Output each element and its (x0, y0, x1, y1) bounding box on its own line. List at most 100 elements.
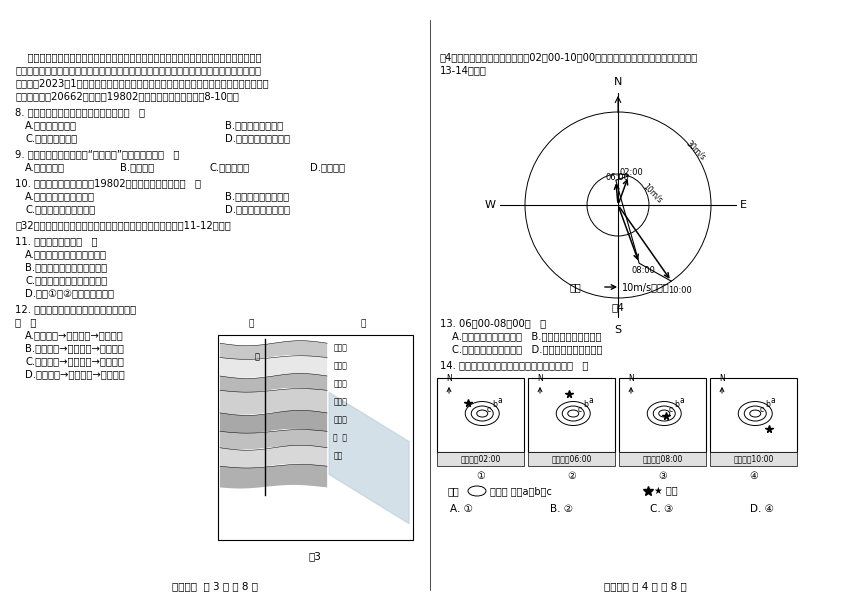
Text: a: a (771, 396, 776, 405)
Text: 北京时间02:00: 北京时间02:00 (460, 455, 501, 464)
Polygon shape (220, 373, 327, 393)
Text: 三叠系: 三叠系 (333, 397, 347, 406)
Text: 02:00: 02:00 (620, 168, 644, 177)
Text: A.与北极同时出现: A.与北极同时出现 (25, 120, 77, 130)
Text: 图3: 图3 (309, 551, 322, 561)
Text: 9. 造成北极地区较少出现“臭氧空洞”的主要因素是（   ）: 9. 造成北极地区较少出现“臭氧空洞”的主要因素是（ ） (15, 149, 180, 159)
Text: 侏罗系: 侏罗系 (333, 415, 347, 424)
Text: C. ③: C. ③ (650, 504, 673, 514)
Text: 10m/s、风速: 10m/s、风速 (622, 282, 670, 292)
Polygon shape (220, 446, 327, 469)
Text: （   ）: （ ） (15, 317, 36, 327)
Bar (619, 378, 706, 452)
Text: C.南极海洋浮游植物减少: C.南极海洋浮游植物减少 (25, 204, 95, 214)
Text: B.固结成岩→挪压抬起→风化侵蚀: B.固结成岩→挪压抬起→风化侵蚀 (25, 343, 124, 353)
Text: 图4为我国某测站在某日北京时间02：00-10：00台风途经前后风向与风速变化图。完成: 图4为我国某测站在某日北京时间02：00-10：00台风途经前后风向与风速变化图… (440, 52, 698, 62)
Text: A.全球气候变暖趋势增强: A.全球气候变暖趋势增强 (25, 191, 95, 201)
Text: 北京时间10:00: 北京时间10:00 (734, 455, 774, 464)
Text: A.太阳高度角: A.太阳高度角 (25, 162, 65, 172)
Text: D.南极平流层气温升高: D.南极平流层气温升高 (225, 204, 290, 214)
Polygon shape (220, 410, 327, 434)
Text: 06:00: 06:00 (605, 173, 630, 182)
Text: 图例: 图例 (570, 282, 581, 292)
Text: C.夏秋季面积最大: C.夏秋季面积最大 (25, 133, 77, 143)
Text: a: a (589, 396, 593, 405)
Text: 浄  乙: 浄 乙 (333, 433, 347, 442)
Text: b: b (673, 400, 679, 409)
Text: B.全球年总降水量增多: B.全球年总降水量增多 (225, 191, 289, 201)
Text: c: c (759, 405, 764, 414)
Text: 13-14小题。: 13-14小题。 (440, 65, 487, 75)
Text: 陆: 陆 (249, 319, 254, 328)
Text: 断层: 断层 (333, 451, 342, 460)
Text: 14. 与测站周近近地面等压线分布最接近的是（   ）: 14. 与测站周近近地面等压线分布最接近的是（ ） (440, 360, 588, 370)
Text: 甲: 甲 (255, 353, 260, 362)
Text: D.岩层①与②的形成环境相同: D.岩层①与②的形成环境相同 (25, 288, 114, 298)
Polygon shape (220, 356, 327, 378)
Text: C.观测站的降水逐渐变小   D.观测站的风速不断增大: C.观测站的降水逐渐变小 D.观测站的风速不断增大 (452, 344, 603, 354)
Text: 北京时间06:00: 北京时间06:00 (551, 455, 592, 464)
Text: N: N (719, 374, 725, 383)
Text: a: a (498, 396, 502, 405)
Text: D.出现处臭氧浓度为零: D.出现处臭氧浓度为零 (225, 133, 290, 143)
Text: B.主要出现在平流层: B.主要出现在平流层 (225, 120, 283, 130)
Text: 二叠系: 二叠系 (333, 379, 347, 388)
Bar (619, 452, 706, 466)
Text: A. ①: A. ① (450, 504, 473, 514)
Text: D. ④: D. ④ (750, 504, 774, 514)
Text: 10. 若南极臭氧空洞恢复到19802年的水平，将会导致（   ）: 10. 若南极臭氧空洞恢复到19802年的水平，将会导致（ ） (15, 178, 201, 188)
Text: 12. 乙处地质构造的主要形成过程最可能是: 12. 乙处地质构造的主要形成过程最可能是 (15, 304, 136, 314)
Text: 高三地理 第 4 页 八 8 页: 高三地理 第 4 页 八 8 页 (604, 581, 686, 591)
Text: 10m/s: 10m/s (641, 182, 664, 205)
Text: 10:00: 10:00 (668, 286, 691, 295)
Text: N: N (628, 374, 634, 383)
Text: A.甲断层形成时间晋于三叠纪: A.甲断层形成时间晋于三叠纪 (25, 249, 107, 259)
Text: 海: 海 (360, 319, 366, 328)
Text: ★ 测站: ★ 测站 (654, 486, 678, 496)
Bar (710, 452, 797, 466)
Text: 13. 06：00-08：00（   ）: 13. 06：00-08：00（ ） (440, 318, 546, 328)
Text: 研究发现，强大的极地涡旋（位于对流层中上部至平流层，绕极地高空旋转的冷性低压系: 研究发现，强大的极地涡旋（位于对流层中上部至平流层，绕极地高空旋转的冷性低压系 (15, 52, 261, 62)
Polygon shape (220, 341, 327, 360)
Bar (528, 452, 615, 466)
Text: 北京时间08:00: 北京时间08:00 (642, 455, 683, 464)
Text: 高三地理  第 3 页 六 8 页: 高三地理 第 3 页 六 8 页 (172, 581, 258, 591)
Text: c: c (486, 405, 490, 414)
Text: 等压线 数值a＞b＞c: 等压线 数值a＞b＞c (490, 486, 552, 496)
Text: c: c (577, 405, 581, 414)
Bar (528, 378, 615, 452)
Text: a: a (680, 396, 685, 405)
Text: 臭氧空洞将在20662年恢复到19802年的较低水平。据此完成8-10题。: 臭氧空洞将在20662年恢复到19802年的较低水平。据此完成8-10题。 (15, 91, 239, 101)
Text: ②: ② (567, 471, 576, 481)
Text: C.地壳抬升→侵蚀摅运→岩浆侵入: C.地壳抬升→侵蚀摅运→岩浆侵入 (25, 356, 124, 366)
Text: N: N (446, 374, 452, 383)
Text: 08:00: 08:00 (632, 266, 655, 275)
Text: S: S (614, 325, 622, 335)
Polygon shape (329, 392, 409, 524)
Bar (710, 378, 797, 452)
Polygon shape (220, 464, 327, 489)
Text: b: b (583, 400, 587, 409)
Text: W: W (485, 200, 496, 210)
Text: b: b (765, 400, 770, 409)
Text: C.下垒面状况: C.下垒面状况 (210, 162, 250, 172)
Text: b: b (492, 400, 497, 409)
Text: N: N (538, 374, 543, 383)
Bar (218, 335, 413, 540)
Text: B.石炭纪发生过数次海陆变迁: B.石炭纪发生过数次海陆变迁 (25, 262, 108, 272)
Text: c: c (668, 405, 673, 414)
Text: 8. 关于南极臭氧空洞的说法，正确的是（   ）: 8. 关于南极臭氧空洞的说法，正确的是（ ） (15, 107, 145, 117)
Text: ①: ① (476, 471, 485, 481)
Text: D.固结成岩→岩浆噴出→地壳抬升: D.固结成岩→岩浆噴出→地壳抬升 (25, 369, 125, 379)
Text: ③: ③ (658, 471, 666, 481)
Polygon shape (220, 430, 327, 450)
Text: 石炭系: 石炭系 (333, 361, 347, 370)
Text: 海平面: 海平面 (333, 343, 347, 352)
Text: C.侏罗纪气候干旱，植被稀少: C.侏罗纪气候干旱，植被稀少 (25, 275, 108, 285)
Text: 11. 据图推断，该地（   ）: 11. 据图推断，该地（ ） (15, 236, 97, 246)
Text: A.台风中心总体向偏北移   B.台风中心经过测站上空: A.台风中心总体向偏北移 B.台风中心经过测站上空 (452, 331, 601, 341)
Text: 图32为某地地质剪面和海水深度变化示意图。读图，完成下面11-12小题。: 图32为某地地质剪面和海水深度变化示意图。读图，完成下面11-12小题。 (15, 220, 230, 230)
Text: B. ②: B. ② (550, 504, 573, 514)
Text: 图4: 图4 (611, 302, 624, 312)
Bar (437, 452, 524, 466)
